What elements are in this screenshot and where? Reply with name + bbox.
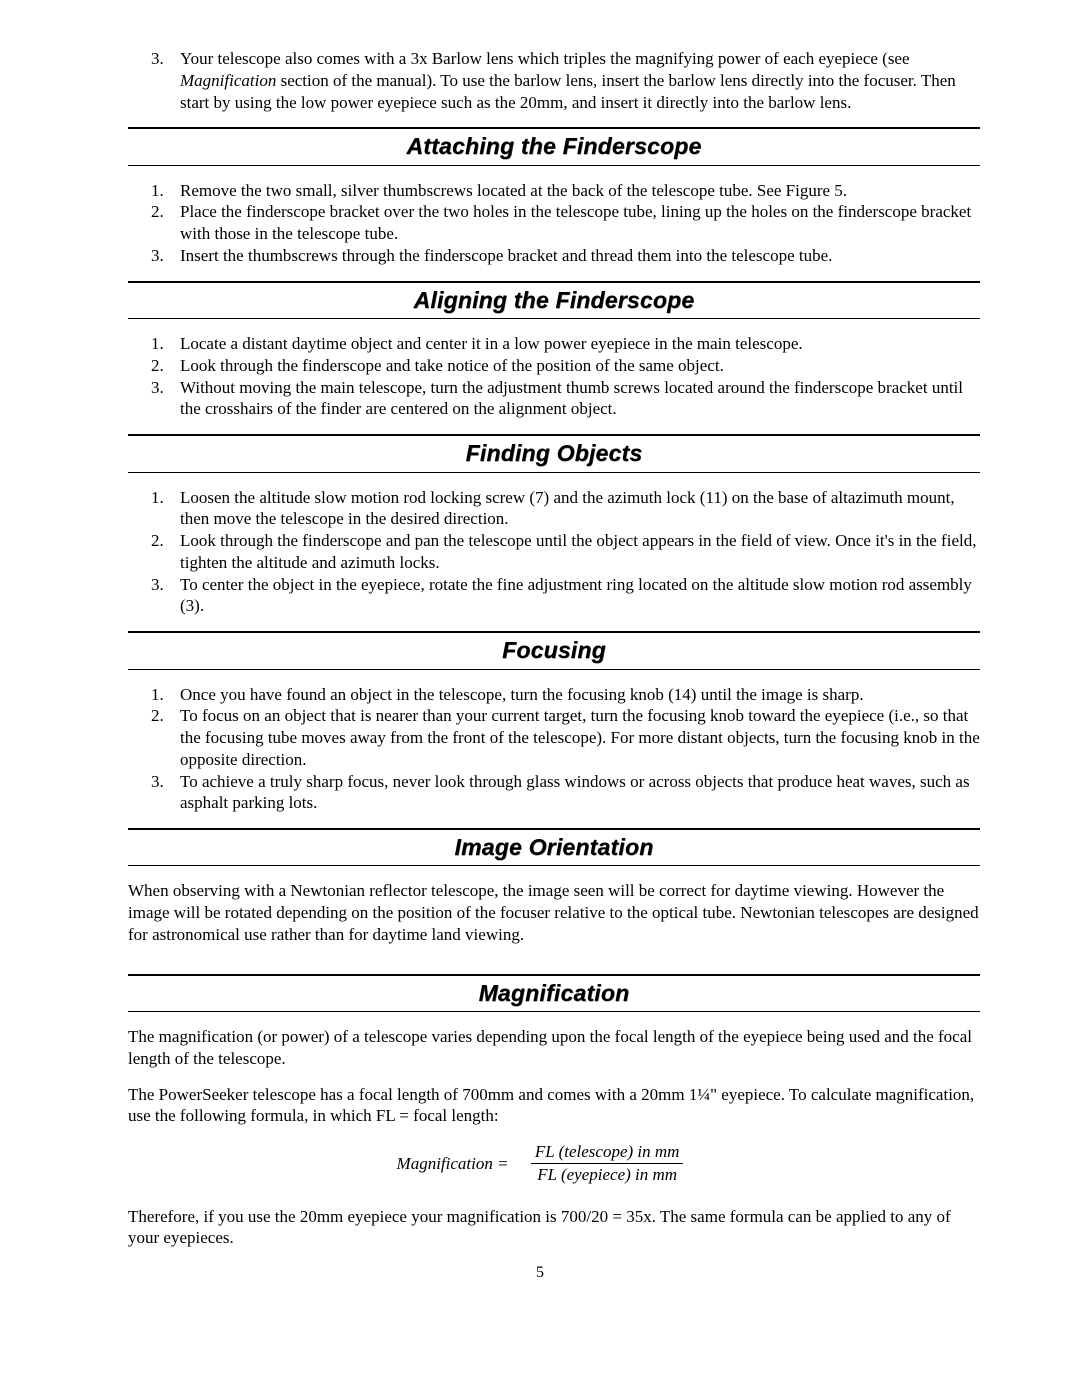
section-heading-finding: Finding Objects: [128, 434, 980, 472]
formula-denominator: FL (eyepiece) in mm: [531, 1163, 684, 1186]
intro-list-item: Your telescope also comes with a 3x Barl…: [168, 48, 980, 113]
section-title: Magnification: [128, 976, 980, 1011]
list-item: Locate a distant daytime object and cent…: [168, 333, 980, 355]
intro-list: Your telescope also comes with a 3x Barl…: [128, 48, 980, 113]
section-heading-magnification: Magnification: [128, 974, 980, 1012]
orientation-paragraph: When observing with a Newtonian reflecto…: [128, 880, 980, 945]
rule-bottom: [128, 165, 980, 166]
section-heading-attaching: Attaching the Finderscope: [128, 127, 980, 165]
section-heading-aligning: Aligning the Finderscope: [128, 281, 980, 319]
section-heading-focusing: Focusing: [128, 631, 980, 669]
list-item: Once you have found an object in the tel…: [168, 684, 980, 706]
section-title: Image Orientation: [128, 830, 980, 865]
list-item: Insert the thumbscrews through the finde…: [168, 245, 980, 267]
section-heading-orientation: Image Orientation: [128, 828, 980, 866]
attaching-list: Remove the two small, silver thumbscrews…: [128, 180, 980, 267]
section-title: Finding Objects: [128, 436, 980, 471]
intro-text-post: section of the manual). To use the barlo…: [180, 71, 956, 112]
formula-numerator: FL (telescope) in mm: [531, 1141, 684, 1163]
magnification-para-2: The PowerSeeker telescope has a focal le…: [128, 1084, 980, 1128]
list-item: To achieve a truly sharp focus, never lo…: [168, 771, 980, 815]
section-title: Aligning the Finderscope: [128, 283, 980, 318]
list-item: To center the object in the eyepiece, ro…: [168, 574, 980, 618]
intro-text-pre: Your telescope also comes with a 3x Barl…: [180, 49, 910, 68]
intro-text-italic: Magnification: [180, 71, 276, 90]
rule-bottom: [128, 1011, 980, 1012]
rule-bottom: [128, 669, 980, 670]
section-title: Focusing: [128, 633, 980, 668]
list-item: Loosen the altitude slow motion rod lock…: [168, 487, 980, 531]
list-item: Place the finderscope bracket over the t…: [168, 201, 980, 245]
manual-page: Your telescope also comes with a 3x Barl…: [0, 0, 1080, 1324]
list-item: Without moving the main telescope, turn …: [168, 377, 980, 421]
focusing-list: Once you have found an object in the tel…: [128, 684, 980, 815]
page-number: 5: [100, 1263, 980, 1283]
finding-list: Loosen the altitude slow motion rod lock…: [128, 487, 980, 618]
rule-bottom: [128, 472, 980, 473]
aligning-list: Locate a distant daytime object and cent…: [128, 333, 980, 420]
list-item: Look through the finderscope and take no…: [168, 355, 980, 377]
list-item: To focus on an object that is nearer tha…: [168, 705, 980, 770]
rule-bottom: [128, 865, 980, 866]
rule-bottom: [128, 318, 980, 319]
list-item: Look through the finderscope and pan the…: [168, 530, 980, 574]
section-title: Attaching the Finderscope: [128, 129, 980, 164]
magnification-para-3: Therefore, if you use the 20mm eyepiece …: [128, 1206, 980, 1250]
list-item: Remove the two small, silver thumbscrews…: [168, 180, 980, 202]
magnification-formula: Magnification = FL (telescope) in mm FL …: [100, 1141, 980, 1186]
formula-lhs: Magnification =: [397, 1153, 509, 1175]
magnification-para-1: The magnification (or power) of a telesc…: [128, 1026, 980, 1070]
formula-fraction: FL (telescope) in mm FL (eyepiece) in mm: [531, 1141, 684, 1186]
